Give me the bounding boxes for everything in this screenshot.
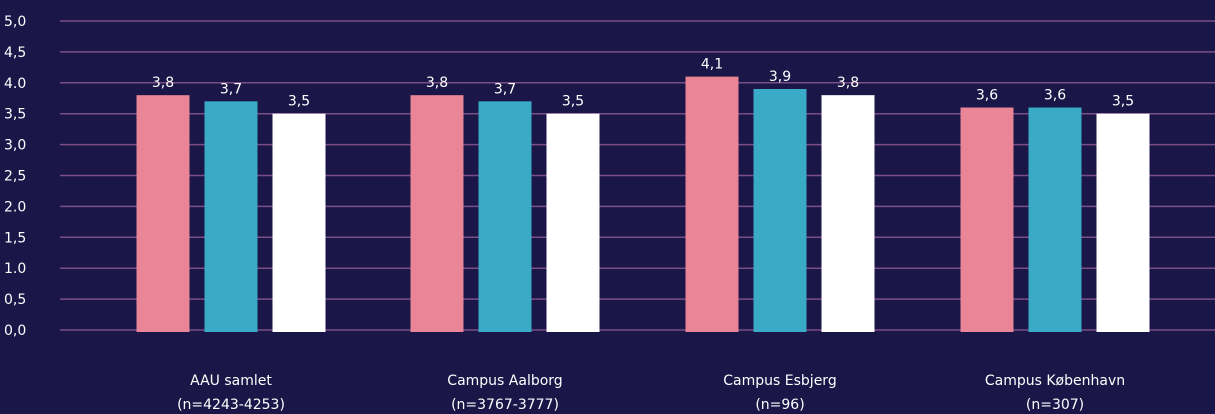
data-label: 3,8 [152, 75, 174, 91]
data-label: 3,6 [1044, 88, 1066, 104]
bar [204, 101, 258, 332]
bar [546, 113, 600, 332]
y-tick-label: 4.0 [4, 76, 26, 92]
data-label: 3,8 [426, 75, 448, 91]
category-sample-size: (n=3767-3777) [451, 397, 559, 413]
data-label: 3,7 [494, 81, 516, 97]
category-label: Campus Esbjerg [723, 373, 836, 389]
data-label: 3,8 [837, 75, 859, 91]
y-tick-label: 3,0 [4, 138, 26, 154]
category-sample-size: (n=307) [1026, 397, 1084, 413]
bar [821, 95, 875, 332]
y-tick-label: 2,5 [4, 169, 26, 185]
bar [753, 88, 807, 332]
bar [1096, 113, 1150, 332]
data-label: 3,5 [1112, 94, 1134, 110]
y-tick-label: 3,5 [4, 107, 26, 123]
bar [685, 76, 739, 333]
data-label: 3,7 [220, 81, 242, 97]
bar [410, 95, 464, 332]
data-labels: 3,8 3,8 4,1 3,6 3,7 3,7 3,9 3,6 3,5 3,5 3,8 3,5 [152, 57, 1134, 110]
category-label: Campus Aalborg [447, 373, 562, 389]
data-label: 3,5 [562, 94, 584, 110]
data-label: 4,1 [701, 57, 723, 73]
data-label: 3,5 [288, 94, 310, 110]
y-tick-label: 1.0 [4, 261, 26, 277]
category-sample-size: (n=4243-4253) [177, 397, 285, 413]
data-label: 3,6 [976, 88, 998, 104]
y-tick-label: 1,5 [4, 230, 26, 246]
y-tick-label: 0,5 [4, 292, 26, 308]
y-tick-label: 0,0 [4, 323, 26, 339]
category-label: Campus København [985, 373, 1125, 389]
x-axis: AAU samlet (n=4243-4253) Campus Aalborg (n=… [177, 373, 1125, 413]
data-label: 3,9 [769, 69, 791, 85]
bar [478, 101, 532, 332]
bar [136, 95, 190, 332]
category-sample-size: (n=96) [755, 397, 804, 413]
category-label: AAU samlet [190, 373, 272, 389]
bars [136, 76, 1150, 333]
y-axis: 0,0 0,5 1.0 1,5 2.0 2,5 3,0 3,5 4.0 4,5 5,0 [4, 14, 26, 339]
y-tick-label: 2.0 [4, 199, 26, 215]
y-tick-label: 5,0 [4, 14, 26, 30]
bar [1028, 107, 1082, 333]
y-tick-label: 4,5 [4, 45, 26, 61]
bar [272, 113, 326, 332]
bar [960, 107, 1014, 333]
